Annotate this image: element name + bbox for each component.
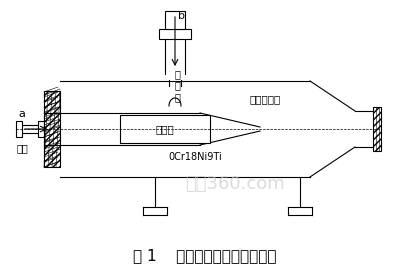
Text: 加速板: 加速板 bbox=[156, 124, 174, 134]
Text: 蒸汽: 蒸汽 bbox=[16, 143, 28, 153]
Bar bbox=[16, 121, 22, 137]
Text: 图 1    粗盐水蒸汽混合器的结构: 图 1 粗盐水蒸汽混合器的结构 bbox=[133, 249, 277, 264]
Bar bbox=[373, 107, 381, 151]
Bar bbox=[44, 91, 60, 167]
Bar bbox=[165, 11, 185, 29]
Text: 0Cr18Ni9Ti: 0Cr18Ni9Ti bbox=[168, 152, 222, 162]
Text: 进
水
管: 进 水 管 bbox=[174, 69, 180, 102]
Bar bbox=[159, 29, 191, 39]
Text: 混合加热室: 混合加热室 bbox=[249, 94, 281, 104]
Text: 工业360.com: 工业360.com bbox=[185, 175, 285, 193]
Text: b: b bbox=[178, 11, 185, 21]
Text: a: a bbox=[18, 109, 25, 119]
Bar bbox=[120, 115, 210, 143]
Bar bbox=[38, 121, 44, 137]
